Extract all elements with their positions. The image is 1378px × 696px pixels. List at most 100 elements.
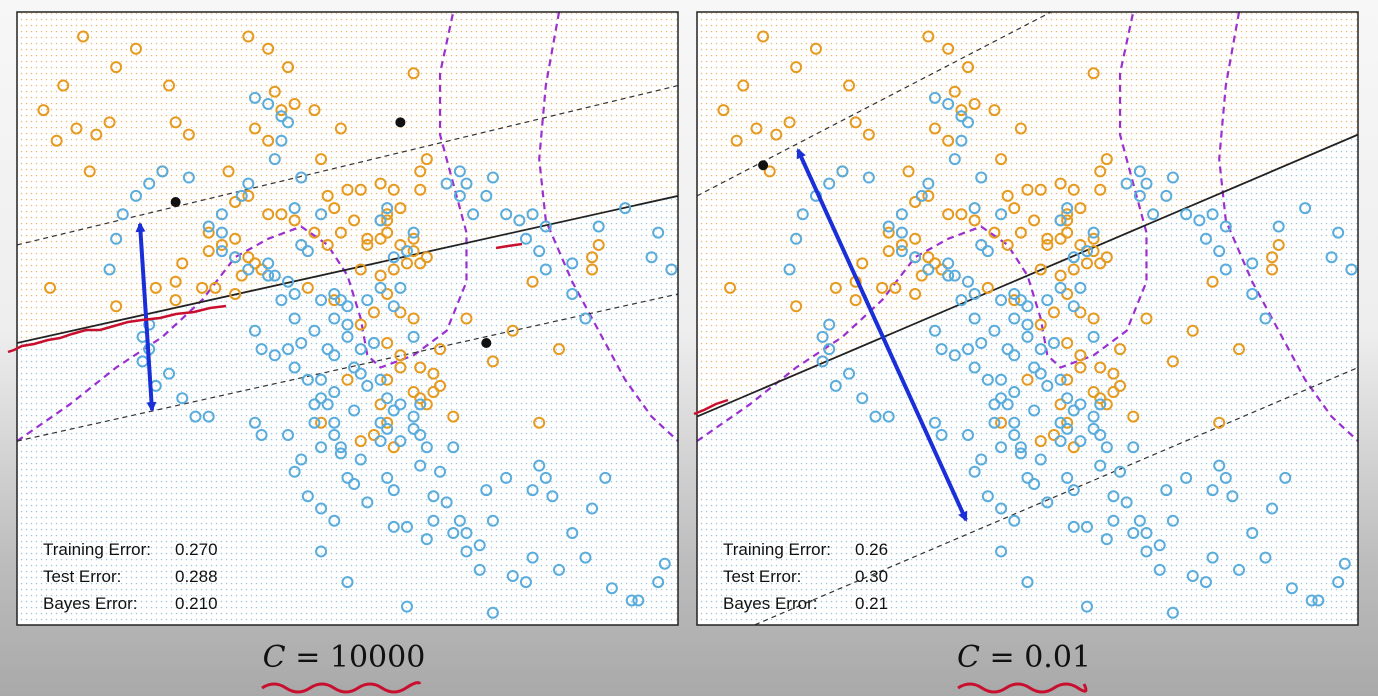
support-vector-point — [481, 338, 492, 349]
orange-point — [1034, 183, 1047, 196]
orange-point — [1107, 386, 1120, 399]
orange-point — [862, 128, 875, 141]
stat-label: Test Error: — [43, 567, 121, 586]
orange-point — [447, 410, 460, 423]
orange-point — [407, 232, 420, 245]
orange-point — [414, 361, 427, 374]
blue-point — [975, 171, 988, 184]
orange-point — [948, 85, 961, 98]
orange-point — [321, 189, 334, 202]
blue-point — [301, 490, 314, 503]
orange-point — [110, 300, 123, 313]
blue-point — [500, 208, 513, 221]
blue-point — [341, 330, 354, 343]
orange-point — [248, 122, 261, 135]
orange-point — [110, 61, 123, 74]
blue-point — [1067, 520, 1080, 533]
orange-point — [176, 257, 189, 270]
orange-point — [255, 263, 268, 276]
blue-point — [361, 379, 374, 392]
blue-point — [202, 410, 215, 423]
stat-value: 0.30 — [855, 567, 888, 586]
orange-point — [1008, 294, 1021, 307]
blue-point — [308, 324, 321, 337]
blue-point — [995, 502, 1008, 515]
blue-point — [315, 545, 328, 558]
margin-width-arrow-left — [135, 222, 157, 412]
blue-point — [143, 177, 156, 190]
blue-point — [1166, 171, 1179, 184]
stat-label: Bayes Error: — [723, 594, 817, 613]
orange-point — [1074, 361, 1087, 374]
blue-point — [110, 232, 123, 245]
blue-point — [414, 459, 427, 472]
orange-point — [381, 373, 394, 386]
blue-point — [1107, 514, 1120, 527]
orange-point — [103, 116, 116, 129]
orange-point — [262, 134, 275, 147]
blue-point — [334, 447, 347, 460]
blue-point — [486, 171, 499, 184]
orange-point — [1206, 275, 1219, 288]
blue-point — [189, 410, 202, 423]
support-vector-point — [395, 117, 406, 128]
blue-point — [447, 527, 460, 540]
blue-point — [282, 343, 295, 356]
orange-point — [129, 42, 142, 55]
blue-point — [1008, 349, 1021, 362]
blue-point — [1153, 563, 1166, 576]
blue-point — [1021, 576, 1034, 589]
blue-point — [275, 110, 288, 123]
orange-point — [44, 281, 57, 294]
orange-point — [1272, 238, 1285, 251]
orange-point — [308, 226, 321, 239]
blue-point — [420, 533, 433, 546]
blue-point — [348, 404, 361, 417]
blue-point — [262, 269, 275, 282]
blue-point — [215, 245, 228, 258]
orange-point — [1266, 251, 1279, 264]
orange-point — [275, 104, 288, 117]
blue-point — [546, 490, 559, 503]
orange-point — [381, 214, 394, 227]
orange-point — [586, 263, 599, 276]
blue-point — [1094, 459, 1107, 472]
blue-point — [995, 441, 1008, 454]
blue-point — [975, 453, 988, 466]
blue-point — [341, 318, 354, 331]
blue-point — [975, 337, 988, 350]
orange-point — [1107, 367, 1120, 380]
orange-point — [420, 153, 433, 166]
blue-point — [928, 91, 941, 104]
blue-point — [334, 294, 347, 307]
blue-point — [447, 441, 460, 454]
blue-point — [262, 97, 275, 110]
orange-point — [83, 165, 96, 178]
orange-point — [1100, 251, 1113, 264]
orange-point — [922, 30, 935, 43]
blue-point — [129, 189, 142, 202]
orange-point — [737, 79, 750, 92]
blue-point — [1206, 551, 1219, 564]
svm-panel-c-10000: Training Error: 0.270 Test Error: 0.288 Baye… — [16, 11, 679, 626]
blue-point — [1021, 300, 1034, 313]
blue-point — [533, 459, 546, 472]
orange-point — [1114, 343, 1127, 356]
orange-point — [1054, 177, 1067, 190]
orange-point — [341, 183, 354, 196]
orange-point — [460, 312, 473, 325]
orange-point — [968, 214, 981, 227]
orange-point — [381, 416, 394, 429]
orange-point — [387, 183, 400, 196]
stat-label: Test Error: — [723, 567, 801, 586]
blue-point — [407, 226, 420, 239]
blue-point — [1054, 435, 1067, 448]
blue-point — [1133, 165, 1146, 178]
orange-point — [434, 343, 447, 356]
orange-point — [1067, 263, 1080, 276]
orange-point — [37, 104, 50, 117]
blue-point — [400, 520, 413, 533]
orange-point — [1074, 306, 1087, 319]
blue-point — [268, 269, 281, 282]
blue-point — [374, 373, 387, 386]
